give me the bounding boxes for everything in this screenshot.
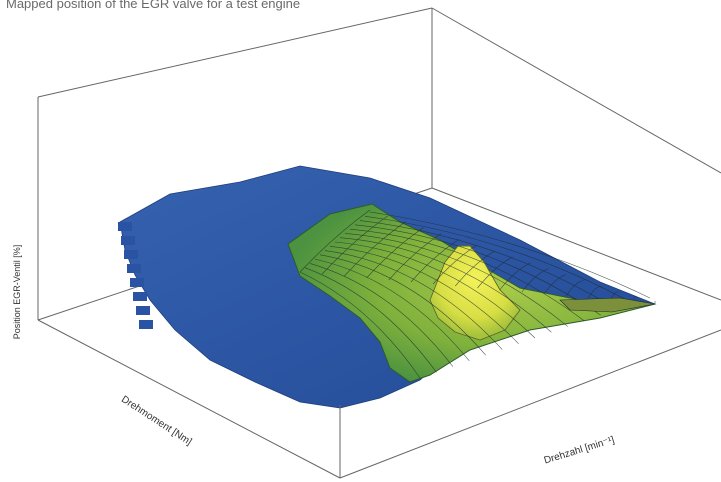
mesh-line-lateral [543, 274, 567, 295]
mesh-line-longitudinal [349, 228, 585, 322]
mesh-line-lateral [565, 280, 584, 297]
surface-step [124, 250, 138, 259]
mesh-line-longitudinal [309, 263, 454, 367]
surface-step [136, 306, 150, 315]
mesh-line-longitudinal [299, 271, 421, 379]
mesh-line-lateral [321, 215, 388, 275]
surface-step [118, 222, 132, 231]
mesh-line-longitudinal [339, 237, 552, 333]
surface-plot [118, 165, 657, 409]
box-edge-top-right [431, 7, 721, 174]
z-axis-label: Position EGR-Ventil [%] [12, 245, 22, 340]
mesh-line-lateral [344, 221, 406, 277]
figure-title: Mapped position of the EGR valve for a t… [6, 0, 301, 11]
mesh-line-longitudinal [359, 220, 618, 310]
surface-step [121, 236, 135, 245]
mesh-line-longitudinal [354, 224, 601, 316]
mesh-line-lateral [499, 262, 531, 291]
surface-mesh [299, 209, 656, 379]
mesh-line-lateral [299, 209, 371, 273]
mesh-line-longitudinal [304, 267, 437, 373]
mesh-line-longitudinal [334, 241, 536, 339]
mesh-line-lateral [388, 233, 442, 281]
mesh-line-longitudinal [324, 250, 503, 350]
surface-tail [559, 297, 656, 313]
mesh-line-longitudinal [329, 245, 519, 344]
mesh-line-lateral [410, 239, 460, 283]
box-edge-front-right [339, 329, 721, 479]
mesh-line-longitudinal [364, 215, 634, 304]
x-axis-label: Drehzahl [min⁻¹] [543, 435, 616, 467]
mesh-line-lateral [588, 286, 602, 299]
surface-step [139, 320, 153, 329]
mesh-line-lateral [521, 268, 549, 293]
y-axis-label: Drehmoment [Nm] [119, 394, 194, 448]
mesh-line-lateral [455, 250, 495, 287]
mesh-line-longitudinal [369, 211, 651, 299]
box-edge-top-left [37, 7, 433, 98]
mesh-line-lateral [477, 256, 513, 289]
box-edge-front-left [37, 319, 341, 479]
box-edge-back-right-floor [431, 187, 721, 301]
mesh-line-longitudinal [319, 254, 486, 356]
surface-step [133, 292, 147, 301]
mesh-line-longitudinal [314, 258, 470, 362]
surface-left-steps [118, 222, 153, 329]
mesh-line-lateral [432, 244, 478, 285]
mesh-line-longitudinal [344, 233, 569, 327]
plot-box-front [37, 7, 721, 479]
surface-step [130, 278, 144, 287]
surface-step [127, 264, 141, 273]
mesh-line-lateral [366, 227, 424, 279]
